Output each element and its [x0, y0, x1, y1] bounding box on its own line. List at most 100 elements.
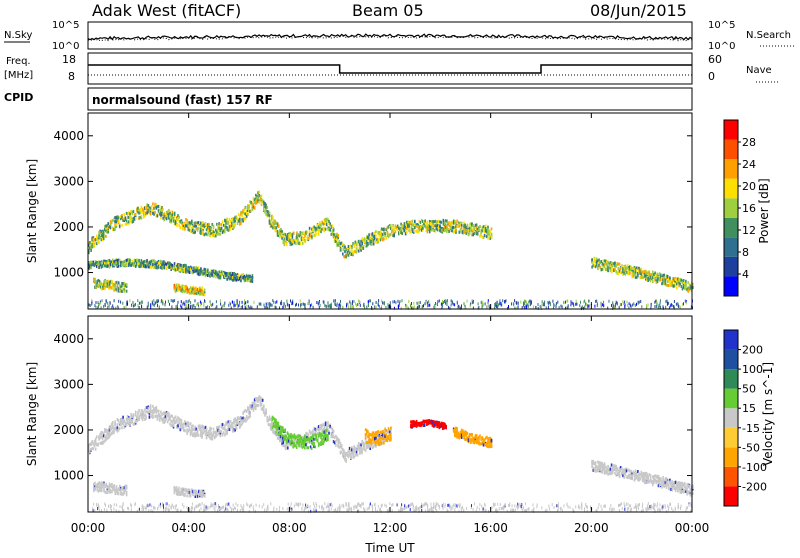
ground-cell: [541, 304, 542, 307]
scatter-cell: [278, 224, 280, 227]
scatter-cell: [302, 242, 304, 245]
scatter-cell: [234, 223, 236, 226]
ground-cell: [395, 301, 396, 304]
ground-cell: [303, 303, 304, 306]
scatter-cell: [286, 243, 288, 246]
scatter-cell: [316, 232, 318, 235]
scatter-cell: [230, 227, 232, 230]
ground-cell: [488, 301, 489, 304]
scatter-cell: [216, 434, 218, 437]
ground-cell: [588, 305, 589, 308]
scatter-cell: [304, 240, 306, 243]
scatter-cell: [138, 259, 140, 262]
ground-cell: [328, 304, 329, 307]
scatter-cell: [105, 235, 107, 238]
scatter-cell: [317, 439, 319, 442]
ground-cell: [148, 304, 149, 307]
ground-cell: [530, 300, 531, 303]
scatter-cell: [173, 424, 175, 427]
scatter-cell: [298, 444, 300, 447]
scatter-cell: [392, 225, 394, 228]
ground-cell: [260, 302, 261, 305]
scatter-cell: [272, 216, 274, 219]
ground-cell: [223, 304, 224, 307]
ground-cell: [428, 300, 429, 303]
colorbar-tick-label: 20: [742, 180, 756, 193]
scatter-cell: [133, 416, 135, 419]
ground-cell: [540, 305, 541, 308]
ground-cell: [169, 303, 170, 306]
scatter-cell: [129, 259, 131, 262]
ground-cell: [91, 299, 92, 302]
ground-cell: [609, 300, 610, 303]
ground-cell: [171, 305, 172, 308]
ground-cell: [665, 306, 666, 309]
scatter-cell: [296, 446, 298, 449]
scatter-cell: [135, 411, 137, 414]
ground-cell: [639, 301, 640, 304]
ground-cell: [114, 299, 115, 302]
ground-cell: [582, 305, 583, 308]
ground-cell: [614, 305, 615, 308]
ground-cell: [98, 301, 99, 304]
scatter-cell: [119, 225, 121, 228]
scatter-cell: [606, 264, 608, 267]
ground-cell: [597, 304, 598, 307]
freq-trace: [88, 65, 692, 73]
scatter-cell: [176, 420, 178, 423]
ground-cell: [668, 302, 669, 305]
ground-cell: [259, 303, 260, 306]
scatter-cell: [476, 223, 478, 226]
ground-cell: [557, 301, 558, 304]
ground-cell: [633, 302, 634, 305]
ground-cell: [352, 305, 353, 308]
ground-cell: [369, 299, 370, 302]
ground-cell: [552, 300, 553, 303]
scatter-cell: [262, 399, 264, 402]
ground-cell: [339, 304, 340, 307]
ground-cell: [220, 299, 221, 302]
ground-cell: [193, 304, 194, 307]
scatter-cell: [311, 447, 313, 450]
scatter-cell: [657, 280, 659, 283]
ground-cell: [298, 304, 299, 307]
scatter-cell: [361, 451, 363, 454]
ground-cell: [247, 300, 248, 303]
scatter-cell: [101, 262, 103, 265]
ground-cell: [572, 302, 573, 305]
scatter-cell: [97, 444, 99, 447]
ground-cell: [184, 303, 185, 306]
scatter-cell: [118, 216, 120, 219]
scatter-cell: [267, 206, 269, 209]
scatter-cell: [409, 230, 411, 233]
ground-cell: [617, 302, 618, 305]
ground-cell: [181, 300, 182, 303]
ground-cell: [333, 299, 334, 302]
ground-cell: [683, 302, 684, 305]
ground-cell: [565, 301, 566, 304]
scatter-cell: [188, 423, 190, 426]
scatter-cell: [228, 221, 230, 224]
scatter-cell: [184, 228, 186, 231]
cpid-label: CPID: [4, 91, 33, 104]
ground-cell: [427, 301, 428, 304]
ground-cell: [547, 301, 548, 304]
ground-cell: [624, 301, 625, 304]
ground-cell: [602, 303, 603, 306]
scatter-cell: [206, 428, 208, 431]
ground-cell: [189, 299, 190, 302]
scatter-cell: [197, 431, 199, 434]
scatter-cell: [282, 426, 284, 429]
scatter-cell: [469, 232, 471, 235]
ground-cell: [235, 304, 236, 307]
ground-cell: [630, 304, 631, 307]
ground-cell: [296, 303, 297, 306]
ground-cell: [482, 303, 483, 306]
scatter-cell: [278, 422, 280, 425]
colorbar-tick-label: 24: [742, 158, 756, 171]
scatter-cell: [180, 226, 182, 229]
ground-cell: [676, 303, 677, 306]
ground-cell: [603, 301, 604, 304]
